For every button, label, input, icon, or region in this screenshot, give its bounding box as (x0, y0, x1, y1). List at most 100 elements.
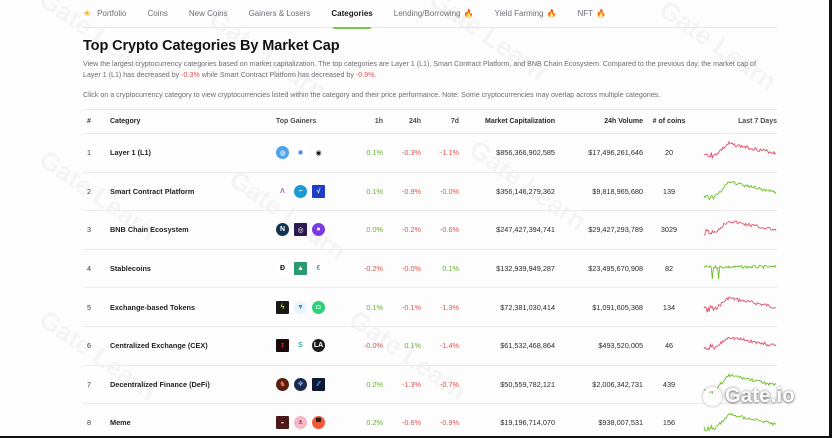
coin-n-icon[interactable]: ▼ (294, 300, 307, 314)
coin-g-icon[interactable]: N (276, 223, 289, 237)
row-category-name[interactable]: Meme (110, 418, 131, 428)
nav-tab-yield-farming[interactable]: Yield Farming 🔥 (494, 0, 556, 28)
col-market-cap[interactable]: Market Capitalization (484, 118, 555, 125)
row-category-name[interactable]: Stablecoins (110, 264, 151, 274)
coin-p-icon[interactable]: ɪ (276, 339, 289, 353)
nav-tab-label: Categories (331, 9, 373, 18)
nav-tab-categories[interactable]: Categories (331, 0, 373, 29)
row-category-name[interactable]: Smart Contract Platform (110, 186, 195, 196)
row-rank: 5 (87, 302, 92, 312)
coin-f-icon[interactable]: √ (312, 184, 325, 198)
table-row[interactable]: 1 Layer 1 (L1) ◍ ✺ ◉ 0.1% -0.3% -1.1% $856,366,9… (83, 134, 777, 173)
row-category-name[interactable]: Centralized Exchange (CEX) (110, 341, 208, 351)
nav-tab-nft[interactable]: NFT 🔥 (577, 0, 606, 28)
table-row[interactable]: 6 Centralized Exchange (CEX) ɪ S LA -0.0% 0.1%… (83, 327, 777, 366)
coin-v-icon[interactable]: ◒ (276, 416, 289, 430)
coin-i-icon[interactable]: ● (312, 223, 325, 237)
top-nav: ★ Portfolio Coins New Coins Gainers & Losers… (83, 0, 777, 29)
sparkline-chart (703, 412, 777, 432)
row-category-name[interactable]: Decentralized Finance (DeFi) (110, 379, 210, 389)
sparkline-chart (703, 220, 777, 236)
coin-e-icon[interactable]: − (294, 184, 307, 198)
coin-j-icon[interactable]: Ð (276, 262, 289, 276)
row-change-7d: -0.0% (439, 186, 459, 196)
coin-t-icon[interactable]: ❖ (294, 377, 307, 391)
row-change-24h: -0.9% (401, 186, 421, 196)
col-7d[interactable]: 7d (450, 118, 459, 125)
col-coins[interactable]: # of coins (652, 118, 686, 125)
row-change-7d: -1.1% (439, 148, 459, 158)
table-row[interactable]: 4 Stablecoins Ð ▲ € -0.2% -0.0% 0.1% $132,939,94… (83, 250, 777, 289)
fire-icon: 🔥 (596, 9, 606, 18)
row-volume: $9,818,965,680 (592, 186, 643, 196)
nav-tab-coins[interactable]: Coins (147, 0, 167, 28)
row-market-cap: $856,366,902,585 (496, 148, 555, 158)
row-coin-count: 156 (662, 418, 676, 428)
coin-x-icon[interactable]: ▀ (312, 416, 325, 430)
col-category[interactable]: Category (110, 118, 141, 125)
coin-m-icon[interactable]: ϟ (276, 300, 289, 314)
coin-s-icon[interactable]: ♞ (276, 377, 289, 391)
row-category-name[interactable]: BNB Chain Ecosystem (110, 225, 189, 235)
nav-tab-label: Coins (147, 9, 168, 18)
coin-k-icon[interactable]: ▲ (294, 262, 307, 276)
desc-value-l1: -0.3% (181, 70, 200, 79)
coin-h-icon[interactable]: ◎ (294, 223, 307, 237)
desc-value-scp: -0.9% (355, 70, 375, 79)
row-change-24h: -0.2% (401, 225, 421, 235)
coin-c-icon[interactable]: ◉ (312, 146, 325, 160)
row-top-gainers: ◒ ᴥ ▀ (276, 416, 356, 430)
nav-tab-new-coins[interactable]: New Coins (189, 0, 228, 28)
row-sparkline (695, 255, 777, 283)
table-row[interactable]: 8 Meme ◒ ᴥ ▀ 0.2% -0.6% -0.9% $19,196,714,070 $93… (83, 404, 777, 436)
coin-l-icon[interactable]: € (312, 262, 325, 276)
coin-r-icon[interactable]: LA (312, 339, 325, 353)
coin-d-icon[interactable]: Λ (276, 184, 289, 198)
coin-b-icon[interactable]: ✺ (294, 146, 307, 160)
coin-q-icon[interactable]: S (294, 339, 307, 353)
row-top-gainers: ♞ ❖ ⁄⁄ (276, 377, 356, 391)
row-change-1h: 0.1% (366, 302, 383, 312)
row-coin-count: 439 (662, 379, 676, 389)
row-rank: 6 (87, 341, 92, 351)
row-change-24h: -0.6% (401, 418, 421, 428)
row-change-24h: -1.3% (401, 379, 421, 389)
coin-a-icon[interactable]: ◍ (276, 146, 289, 160)
col-rank[interactable]: # (87, 118, 91, 125)
row-category-name[interactable]: Exchange-based Tokens (110, 302, 196, 312)
row-sparkline (695, 177, 777, 205)
sparkline-chart (703, 264, 777, 279)
desc-text: while Smart Contract Platform has decrea… (199, 70, 356, 79)
row-change-24h: -0.1% (401, 302, 421, 312)
nav-tab-label: Yield Farming (494, 9, 544, 18)
row-category-name[interactable]: Layer 1 (L1) (110, 148, 151, 158)
row-change-1h: 0.0% (366, 225, 383, 235)
table-row[interactable]: 5 Exchange-based Tokens ϟ ▼ ◘ 0.1% -0.1% -1.3% $… (83, 288, 777, 327)
row-rank: 4 (87, 264, 92, 274)
table-row[interactable]: 3 BNB Chain Ecosystem N ◎ ● 0.0% -0.2% -0.6% $24… (83, 211, 777, 250)
row-rank: 7 (87, 379, 92, 389)
categories-table: # Category Top Gainers 1h 24h 7d Market … (83, 109, 777, 436)
row-top-gainers: ɪ S LA (276, 339, 356, 353)
table-row[interactable]: 2 Smart Contract Platform Λ − √ 0.1% -0.9% -0.0… (83, 173, 777, 212)
star-icon: ★ (83, 8, 92, 18)
row-volume: $17,496,261,646 (588, 148, 643, 158)
table-row[interactable]: 7 Decentralized Finance (DeFi) ♞ ❖ ⁄⁄ 0.2% -1.… (83, 366, 777, 405)
fire-icon: 🔥 (463, 9, 474, 18)
table-header: # Category Top Gainers 1h 24h 7d Market … (83, 110, 777, 134)
coin-u-icon[interactable]: ⁄⁄ (312, 377, 325, 391)
col-24h[interactable]: 24h (408, 118, 421, 125)
row-rank: 3 (87, 225, 92, 235)
coin-o-icon[interactable]: ◘ (312, 300, 325, 314)
col-1h[interactable]: 1h (374, 118, 383, 125)
row-top-gainers: ϟ ▼ ◘ (276, 300, 356, 314)
nav-tab-gainers-losers[interactable]: Gainers & Losers (249, 0, 311, 28)
row-change-24h: -0.0% (401, 264, 421, 274)
row-change-1h: 0.1% (366, 186, 383, 196)
col-volume[interactable]: 24h Volume (604, 118, 643, 125)
coin-w-icon[interactable]: ᴥ (294, 416, 307, 430)
row-sparkline (695, 409, 777, 436)
nav-tab-portfolio[interactable]: ★ Portfolio (83, 0, 126, 28)
nav-tab-lending-borrowing[interactable]: Lending/Borrowing 🔥 (394, 0, 474, 28)
